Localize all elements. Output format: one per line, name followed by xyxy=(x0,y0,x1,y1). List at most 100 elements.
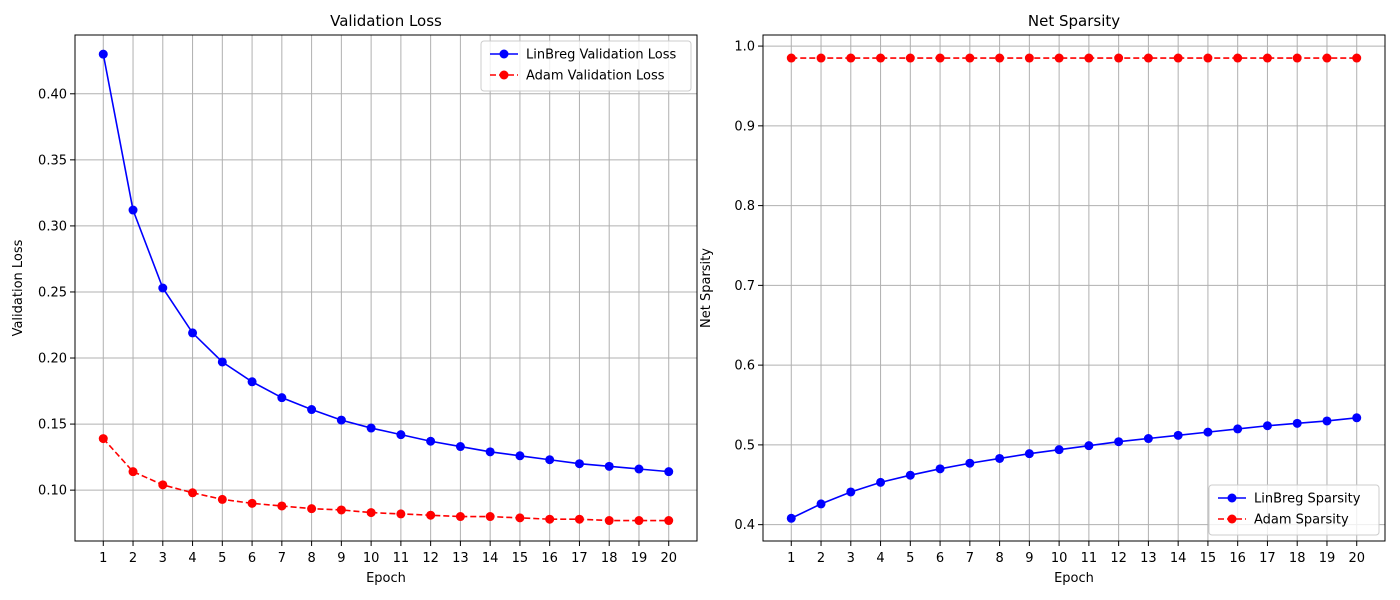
x-tick-label: 8 xyxy=(307,551,315,566)
data-point xyxy=(545,455,555,465)
x-tick-label: 13 xyxy=(452,551,469,566)
x-tick-label: 14 xyxy=(1170,551,1187,566)
grid xyxy=(75,35,697,541)
series-line xyxy=(790,416,1357,519)
legend-label: LinBreg Sparsity xyxy=(1254,492,1361,507)
y-tick-label: 0.7 xyxy=(734,279,755,294)
data-point xyxy=(995,53,1005,63)
data-point xyxy=(158,480,168,490)
data-point xyxy=(1203,53,1213,63)
data-point xyxy=(1233,424,1243,434)
data-point xyxy=(935,464,945,474)
y-tick-label: 0.8 xyxy=(734,199,755,214)
data-point xyxy=(574,459,584,469)
x-tick-label: 11 xyxy=(1081,551,1098,566)
data-point xyxy=(1233,53,1243,63)
legend-label: Adam Validation Loss xyxy=(526,69,665,84)
data-point xyxy=(1084,441,1094,451)
data-point xyxy=(1114,53,1124,63)
data-point xyxy=(426,436,436,446)
x-tick-label: 8 xyxy=(995,551,1003,566)
series-1 xyxy=(786,53,1362,63)
y-tick-label: 0.35 xyxy=(38,153,67,168)
data-point xyxy=(336,505,346,515)
data-point xyxy=(396,430,406,440)
x-tick-label: 19 xyxy=(1319,551,1336,566)
data-point xyxy=(786,513,796,523)
data-point xyxy=(816,499,826,509)
data-point xyxy=(604,516,614,526)
series-line xyxy=(102,438,669,522)
data-point xyxy=(1024,53,1034,63)
y-axis-label: Validation Loss xyxy=(11,239,26,336)
x-tick-label: 19 xyxy=(631,551,648,566)
data-point xyxy=(247,377,257,387)
data-point xyxy=(307,504,317,514)
data-point xyxy=(158,283,168,293)
y-tick-label: 0.4 xyxy=(734,518,755,533)
x-tick-label: 6 xyxy=(936,551,944,566)
x-tick-label: 20 xyxy=(660,551,677,566)
data-point xyxy=(634,464,644,474)
data-point xyxy=(905,53,915,63)
y-tick-label: 0.30 xyxy=(38,219,67,234)
data-point xyxy=(515,451,525,461)
data-point xyxy=(277,393,287,403)
x-tick-label: 17 xyxy=(1259,551,1276,566)
data-point xyxy=(98,49,108,59)
x-tick-label: 12 xyxy=(422,551,439,566)
plot-frame xyxy=(762,34,1386,542)
x-tick-label: 14 xyxy=(482,551,499,566)
data-point xyxy=(396,509,406,519)
data-point xyxy=(1024,449,1034,459)
legend-marker xyxy=(499,70,509,80)
data-point xyxy=(545,514,555,524)
data-point xyxy=(1292,418,1302,428)
y-tick-label: 0.25 xyxy=(38,285,67,300)
chart-title: Net Sparsity xyxy=(1028,12,1120,30)
legend-marker xyxy=(1227,493,1237,503)
data-point xyxy=(935,53,945,63)
x-tick-label: 12 xyxy=(1110,551,1127,566)
data-point xyxy=(336,415,346,425)
x-tick-label: 16 xyxy=(541,551,558,566)
x-tick-label: 7 xyxy=(966,551,974,566)
data-point xyxy=(1054,445,1064,455)
x-axis-label: Epoch xyxy=(1054,571,1094,586)
data-point xyxy=(1114,437,1124,447)
x-tick-label: 5 xyxy=(218,551,226,566)
data-point xyxy=(277,501,287,511)
y-tick-label: 0.40 xyxy=(38,87,67,102)
data-point xyxy=(307,405,317,415)
x-tick-label: 17 xyxy=(571,551,588,566)
data-point xyxy=(876,477,886,487)
data-point xyxy=(664,467,674,477)
series-1 xyxy=(98,434,674,526)
data-point xyxy=(1143,434,1153,444)
y-tick-label: 0.6 xyxy=(734,359,755,374)
data-point xyxy=(1173,430,1183,440)
x-tick-label: 4 xyxy=(876,551,884,566)
y-tick-label: 0.5 xyxy=(734,438,755,453)
data-point xyxy=(98,434,108,444)
series-0 xyxy=(786,413,1362,523)
legend-label: Adam Sparsity xyxy=(1254,513,1349,528)
data-point xyxy=(426,510,436,520)
data-point xyxy=(1054,53,1064,63)
data-point xyxy=(366,508,376,518)
data-point xyxy=(188,328,198,338)
data-point xyxy=(1173,53,1183,63)
x-tick-label: 1 xyxy=(787,551,795,566)
x-tick-label: 3 xyxy=(847,551,855,566)
x-tick-label: 4 xyxy=(188,551,196,566)
data-point xyxy=(816,53,826,63)
data-point xyxy=(965,458,975,468)
data-point xyxy=(247,498,257,508)
x-axis-label: Epoch xyxy=(366,571,406,586)
data-point xyxy=(1143,53,1153,63)
data-point xyxy=(1292,53,1302,63)
x-tick-label: 9 xyxy=(337,551,345,566)
data-point xyxy=(604,461,614,471)
